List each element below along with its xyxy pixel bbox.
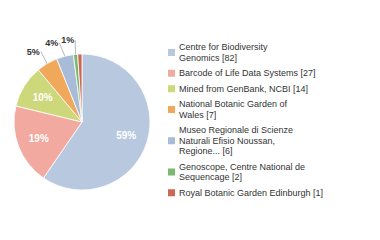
legend-swatch — [168, 106, 175, 113]
legend-label: Royal Botanic Garden Edinburgh [1] — [179, 188, 323, 198]
slice — [73, 54, 82, 122]
legend-swatch — [168, 169, 175, 176]
legend-label: Museo Regionale di ScienzeNaturali Efisi… — [179, 125, 293, 156]
legend-label: Centre for BiodiversityGenomics [82] — [179, 42, 268, 63]
data-label: 59% — [116, 130, 136, 141]
legend-swatch — [168, 137, 175, 144]
legend-swatch — [168, 49, 175, 56]
legend-label: Barcode of Life Data Systems [27] — [179, 68, 316, 78]
leader-line — [59, 43, 65, 57]
legend-swatch — [168, 70, 175, 77]
slice — [78, 54, 82, 122]
leader-line — [75, 40, 76, 54]
legend-label: Genoscope, Centre National deSequencage … — [179, 162, 305, 183]
legend-label: National Botanic Garden ofWales [7] — [179, 99, 288, 120]
data-label: 10% — [33, 92, 53, 103]
leader-line — [41, 52, 47, 64]
chart: 59% 19% 10% 1%4% 5% Centre for BiodiversityGe… — [0, 0, 380, 240]
legend-swatch — [168, 85, 175, 92]
data-label: 4% — [45, 38, 58, 48]
data-labels: 59% 19% 10% 1%4% 5% — [27, 35, 136, 144]
legend: Centre for BiodiversityGenomics [82] Barc… — [168, 42, 323, 198]
data-label: 1% — [61, 35, 74, 45]
legend-label: Mined from GenBank, NCBI [14] — [179, 84, 308, 94]
data-label: 5% — [27, 47, 40, 57]
slices — [14, 54, 150, 190]
data-label: 19% — [29, 133, 49, 144]
legend-swatch — [168, 189, 175, 196]
slice — [57, 55, 82, 122]
